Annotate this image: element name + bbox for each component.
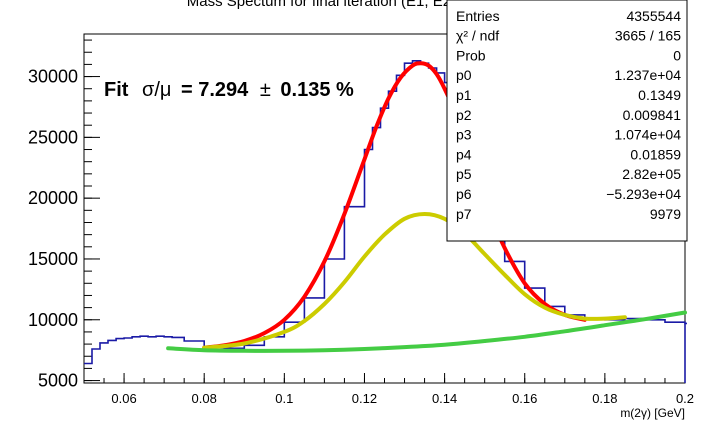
stats-label: p3	[456, 127, 472, 143]
axis-layer: 0.06 0.08 0.1 0.12 0.14 0.16 0.18 0.2 5000 10000 1…	[28, 39, 694, 406]
y-tick-label: 25000	[28, 127, 78, 147]
stats-value: −5.293e+04	[606, 186, 681, 202]
series-layer	[84, 60, 687, 383]
stats-label: p0	[456, 67, 472, 83]
fit-annotation-symbol: σ/μ	[142, 79, 171, 101]
stats-box: Entries 4355544 χ² / ndf 3665 / 165 Prob 0 p0 1…	[446, 0, 688, 242]
x-tick-label: 0.12	[352, 391, 377, 406]
stats-box-frame	[446, 0, 688, 242]
fit-curve-series-2	[202, 211, 627, 350]
x-tick-label: 0.16	[512, 391, 537, 406]
fit-annotation: Fit σ/μ = 7.294 ± 0.135 %	[104, 79, 354, 101]
x-tick-label: 0.2	[676, 391, 694, 406]
fit-annotation-pm: ±	[260, 79, 271, 101]
stats-value: 0.01859	[630, 146, 681, 162]
stats-value: 9979	[650, 206, 681, 222]
x-axis-label: m(2γ) [GeV]	[620, 406, 685, 420]
stats-label: p2	[456, 107, 472, 123]
y-tick-label: 15000	[28, 249, 78, 269]
stats-label: p1	[456, 87, 472, 103]
stats-value: 1.074e+04	[614, 127, 681, 143]
y-tick-label: 10000	[28, 310, 78, 330]
y-tick-label: 30000	[28, 67, 78, 87]
stats-value: 1.237e+04	[614, 67, 681, 83]
stats-value: 0	[673, 47, 681, 63]
fit-curve-series-3	[166, 310, 687, 353]
fit-curve-series-1	[202, 61, 587, 350]
chart-title: Mass Spectum for final iteration (E1, E2…	[187, 0, 533, 10]
y-tick-label: 20000	[28, 188, 78, 208]
fit-annotation-value: = 7.294	[181, 79, 249, 101]
stats-value: 0.009841	[623, 107, 682, 123]
stats-value: 3665 / 165	[615, 28, 681, 44]
x-tick-label: 0.18	[592, 391, 617, 406]
x-tick-label: 0.1	[275, 391, 293, 406]
x-tick-label: 0.14	[432, 391, 457, 406]
stats-label: p5	[456, 166, 472, 182]
fit-annotation-error: 0.135 %	[280, 79, 354, 101]
stats-label: Entries	[456, 8, 500, 24]
stats-value: 0.1349	[638, 87, 681, 103]
x-tick-label: 0.06	[111, 391, 136, 406]
stats-label: p4	[456, 146, 472, 162]
stats-rows: Entries 4355544 χ² / ndf 3665 / 165 Prob 0 p0 1…	[456, 8, 681, 222]
stats-label: Prob	[456, 47, 486, 63]
y-tick-label: 5000	[38, 371, 78, 391]
fit-annotation-prefix: Fit	[104, 79, 129, 101]
stats-value: 4355544	[626, 8, 681, 24]
stats-label: χ² / ndf	[456, 28, 499, 44]
stats-value: 2.82e+05	[622, 166, 681, 182]
svg-text:Fit σ/μ = 7.29: Fit σ/μ = 7.294 ± 0.135 %	[104, 79, 354, 101]
stats-label: p6	[456, 186, 472, 202]
stats-label: p7	[456, 206, 472, 222]
x-tick-label: 0.08	[192, 391, 217, 406]
